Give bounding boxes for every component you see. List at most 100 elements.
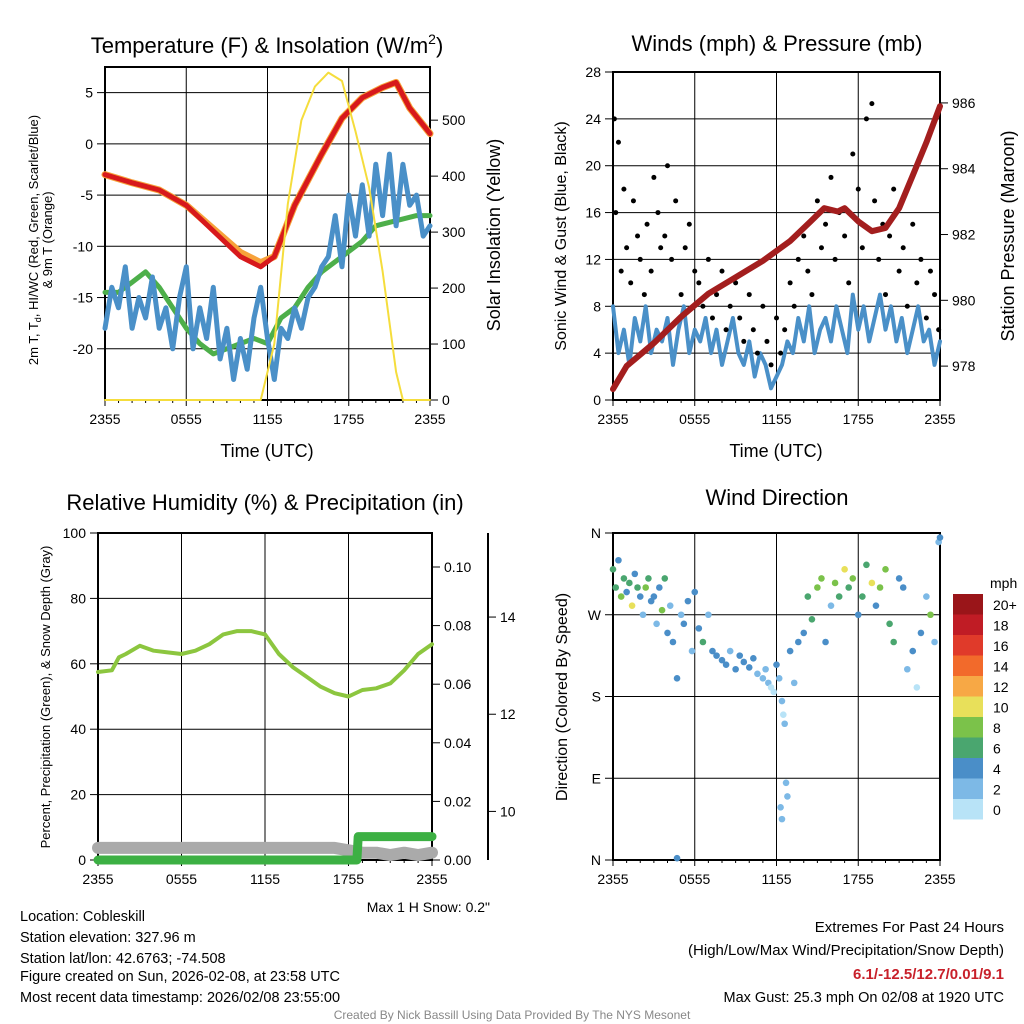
solar-tick-label: 300 <box>442 224 466 240</box>
extremes-title: Extremes For Past 24 Hours <box>815 919 1004 936</box>
gust-point <box>923 315 929 321</box>
y-tick-label: -5 <box>81 187 94 203</box>
wind-direction-point <box>736 652 744 659</box>
hi-wc-line <box>102 151 433 382</box>
legend-label: 20+ <box>993 597 1017 613</box>
wind-direction-point <box>759 675 767 682</box>
wind-direction-point <box>868 579 876 587</box>
gust-point <box>673 198 679 204</box>
wind-direction-point <box>923 593 930 600</box>
wind-direction-point <box>653 620 660 628</box>
y-tick-label: 16 <box>585 205 601 221</box>
legend-label: 14 <box>993 659 1009 675</box>
gust-point <box>768 362 774 368</box>
y-tick-label: 28 <box>585 64 601 80</box>
wind-direction-point <box>691 588 699 596</box>
y-tick-label: W <box>588 607 602 623</box>
gust-point <box>618 268 624 274</box>
temperature-y-label-line2: & 9m T (Orange) <box>40 191 55 288</box>
wind-direction-point <box>863 561 870 569</box>
solar-tick-label: 100 <box>442 336 466 352</box>
gust-point <box>723 327 729 333</box>
y-tick-label: -20 <box>73 341 93 357</box>
legend-label: 2 <box>993 782 1001 798</box>
wind-direction-point <box>661 575 669 582</box>
x-tick-label: 2355 <box>89 411 120 427</box>
wind-direction-point <box>814 584 821 591</box>
gust-point <box>737 315 743 321</box>
y-tick-label: N <box>591 525 601 541</box>
y-tick-label: 0 <box>85 136 93 152</box>
y-tick-label: -15 <box>73 290 93 306</box>
wind-direction-point <box>626 579 633 587</box>
x-tick-label: 1155 <box>250 871 280 887</box>
legend-swatch <box>953 799 983 820</box>
wind-direction-point <box>859 593 866 600</box>
y-tick-label: N <box>591 852 601 868</box>
snow-tick-label: 14 <box>500 609 516 625</box>
wind-direction-point <box>634 584 641 591</box>
gust-point <box>936 327 942 333</box>
gust-point <box>914 280 920 286</box>
precip-tick-label: 0.10 <box>444 559 471 575</box>
solar-tick-label: 400 <box>442 168 466 184</box>
y-tick-label: 5 <box>85 85 93 101</box>
wind-direction-point <box>795 638 802 646</box>
wind-direction-point <box>917 629 925 637</box>
x-tick-label: 1155 <box>761 871 791 887</box>
y-tick-label: 100 <box>63 525 87 541</box>
winds-x-label: Time (UTC) <box>729 441 822 461</box>
y-tick-label: 8 <box>593 298 601 314</box>
x-tick-label: 2355 <box>924 871 955 887</box>
temperature-x-label: Time (UTC) <box>220 441 313 461</box>
wind-direction-point <box>645 575 652 582</box>
gust-point <box>754 350 760 356</box>
y-tick-label: 12 <box>585 251 601 267</box>
legend-swatch <box>953 717 983 738</box>
legend-label: 8 <box>993 720 1001 736</box>
wind-direction-point <box>699 638 707 646</box>
relative-humidity-line <box>96 629 434 699</box>
wind-direction-point <box>617 593 625 600</box>
gust-point <box>760 303 766 309</box>
gust-point <box>746 292 752 298</box>
wind-direction-point <box>899 584 907 591</box>
wind-direction-point <box>909 647 917 655</box>
gust-point <box>630 198 636 204</box>
snow-tick-label: 10 <box>500 803 516 819</box>
wind-direction-point <box>876 584 884 591</box>
gust-point <box>686 221 692 227</box>
gust-point <box>662 233 668 239</box>
gust-point <box>876 256 882 262</box>
gust-point <box>709 315 715 321</box>
y-tick-label: 4 <box>593 345 601 361</box>
pressure-tick-label: 978 <box>952 358 976 374</box>
wind-direction-point <box>770 688 778 696</box>
humidity-chart-title: Relative Humidity (%) & Precipitation (i… <box>66 490 463 515</box>
gust-point <box>896 268 902 274</box>
pressure-line <box>610 103 943 393</box>
max-gust-text: Max Gust: 25.3 mph On 02/08 at 1920 UTC <box>724 990 1004 1006</box>
wind-direction-point <box>658 606 666 614</box>
gust-point <box>624 245 630 251</box>
recent-data-text: Most recent data timestamp: 2026/02/08 2… <box>20 990 340 1006</box>
wind-direction-point <box>800 629 808 637</box>
snow-tick-label: 12 <box>500 706 516 722</box>
gust-point <box>733 280 739 286</box>
x-tick-label: 0555 <box>166 871 197 887</box>
gust-point <box>635 233 641 239</box>
y-tick-label: 40 <box>70 721 86 737</box>
x-tick-label: 1755 <box>333 411 364 427</box>
snow-depth-line <box>92 841 438 862</box>
gust-point <box>918 256 924 262</box>
gust-point <box>869 101 875 107</box>
gust-point <box>872 198 878 204</box>
wind-direction-point <box>827 602 835 609</box>
wind-direction-point <box>890 638 897 646</box>
wind-direction-point <box>927 611 934 619</box>
created-text: Figure created on Sun, 2026-02-08, at 23… <box>20 969 340 985</box>
wind-direction-point <box>849 575 857 582</box>
wind-direction-point <box>688 647 696 655</box>
x-tick-label: 1755 <box>843 411 874 427</box>
gust-point <box>651 174 657 180</box>
